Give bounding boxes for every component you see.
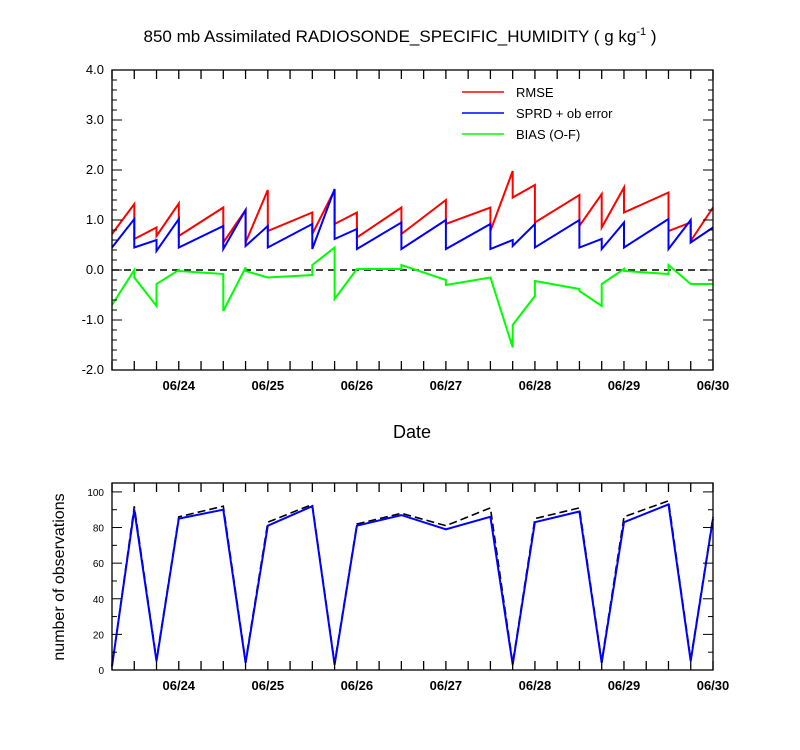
series-line-2 (111, 245, 713, 348)
x-tick-label: 06/29 (608, 378, 641, 393)
plot-frame (111, 482, 714, 671)
series-line-1 (111, 502, 714, 667)
y-tick-label: -1.0 (82, 312, 104, 327)
x-tick-label: 06/24 (163, 678, 196, 693)
x-tick-label: 06/26 (341, 378, 374, 393)
x-tick-label: 06/29 (608, 678, 641, 693)
y-tick-label: 100 (87, 488, 104, 499)
chart-title-suffix: ) (646, 27, 656, 46)
y-tick-label: 60 (93, 559, 105, 570)
series-line-1 (111, 188, 714, 255)
y-tick-label: 2.0 (86, 162, 104, 177)
x-tick-label: 06/24 (163, 378, 196, 393)
legend-label: RMSE (516, 85, 554, 100)
x-tick-label: 06/25 (252, 378, 285, 393)
x-tick-label: 06/30 (697, 678, 730, 693)
bottom-ylabel: number of observations (51, 493, 68, 660)
chart-title: 850 mb Assimilated RADIOSONDE_SPECIFIC_H… (144, 26, 657, 46)
legend-label: SPRD + ob error (516, 106, 613, 121)
x-tick-label: 06/27 (430, 378, 463, 393)
chart-title-superscript: -1 (636, 26, 646, 38)
y-tick-label: 1.0 (86, 212, 104, 227)
y-tick-label: 80 (93, 524, 105, 535)
x-tick-label: 06/25 (252, 678, 285, 693)
x-tick-label: 06/26 (341, 678, 374, 693)
bottom-panel: 06/24 06/25 06/26 06/27 06/28 06/29 06/30 0 20 40… (87, 482, 730, 693)
x-tick-label: 06/27 (430, 678, 463, 693)
chart-title-text: 850 mb Assimilated RADIOSONDE_SPECIFIC_H… (144, 27, 637, 46)
x-tick-label: 06/28 (519, 678, 552, 693)
legend-label: BIAS (O-F) (516, 127, 580, 142)
y-tick-label: 4.0 (86, 62, 104, 77)
series-line-0 (111, 170, 714, 246)
top-xlabel: Date (393, 422, 431, 442)
y-tick-label: 20 (93, 630, 105, 641)
x-tick-label: 06/30 (697, 378, 730, 393)
y-tick-label: 0.0 (86, 262, 104, 277)
y-tick-label: 3.0 (86, 112, 104, 127)
x-tick-label: 06/28 (519, 378, 552, 393)
y-tick-label: 0 (98, 666, 104, 677)
top-panel: 06/24 06/25 06/26 06/27 06/28 06/29 06/30 -2.0 -… (82, 62, 730, 393)
y-tick-label: -2.0 (82, 362, 104, 377)
y-tick-label: 40 (93, 595, 105, 606)
series-line-0 (111, 499, 714, 667)
